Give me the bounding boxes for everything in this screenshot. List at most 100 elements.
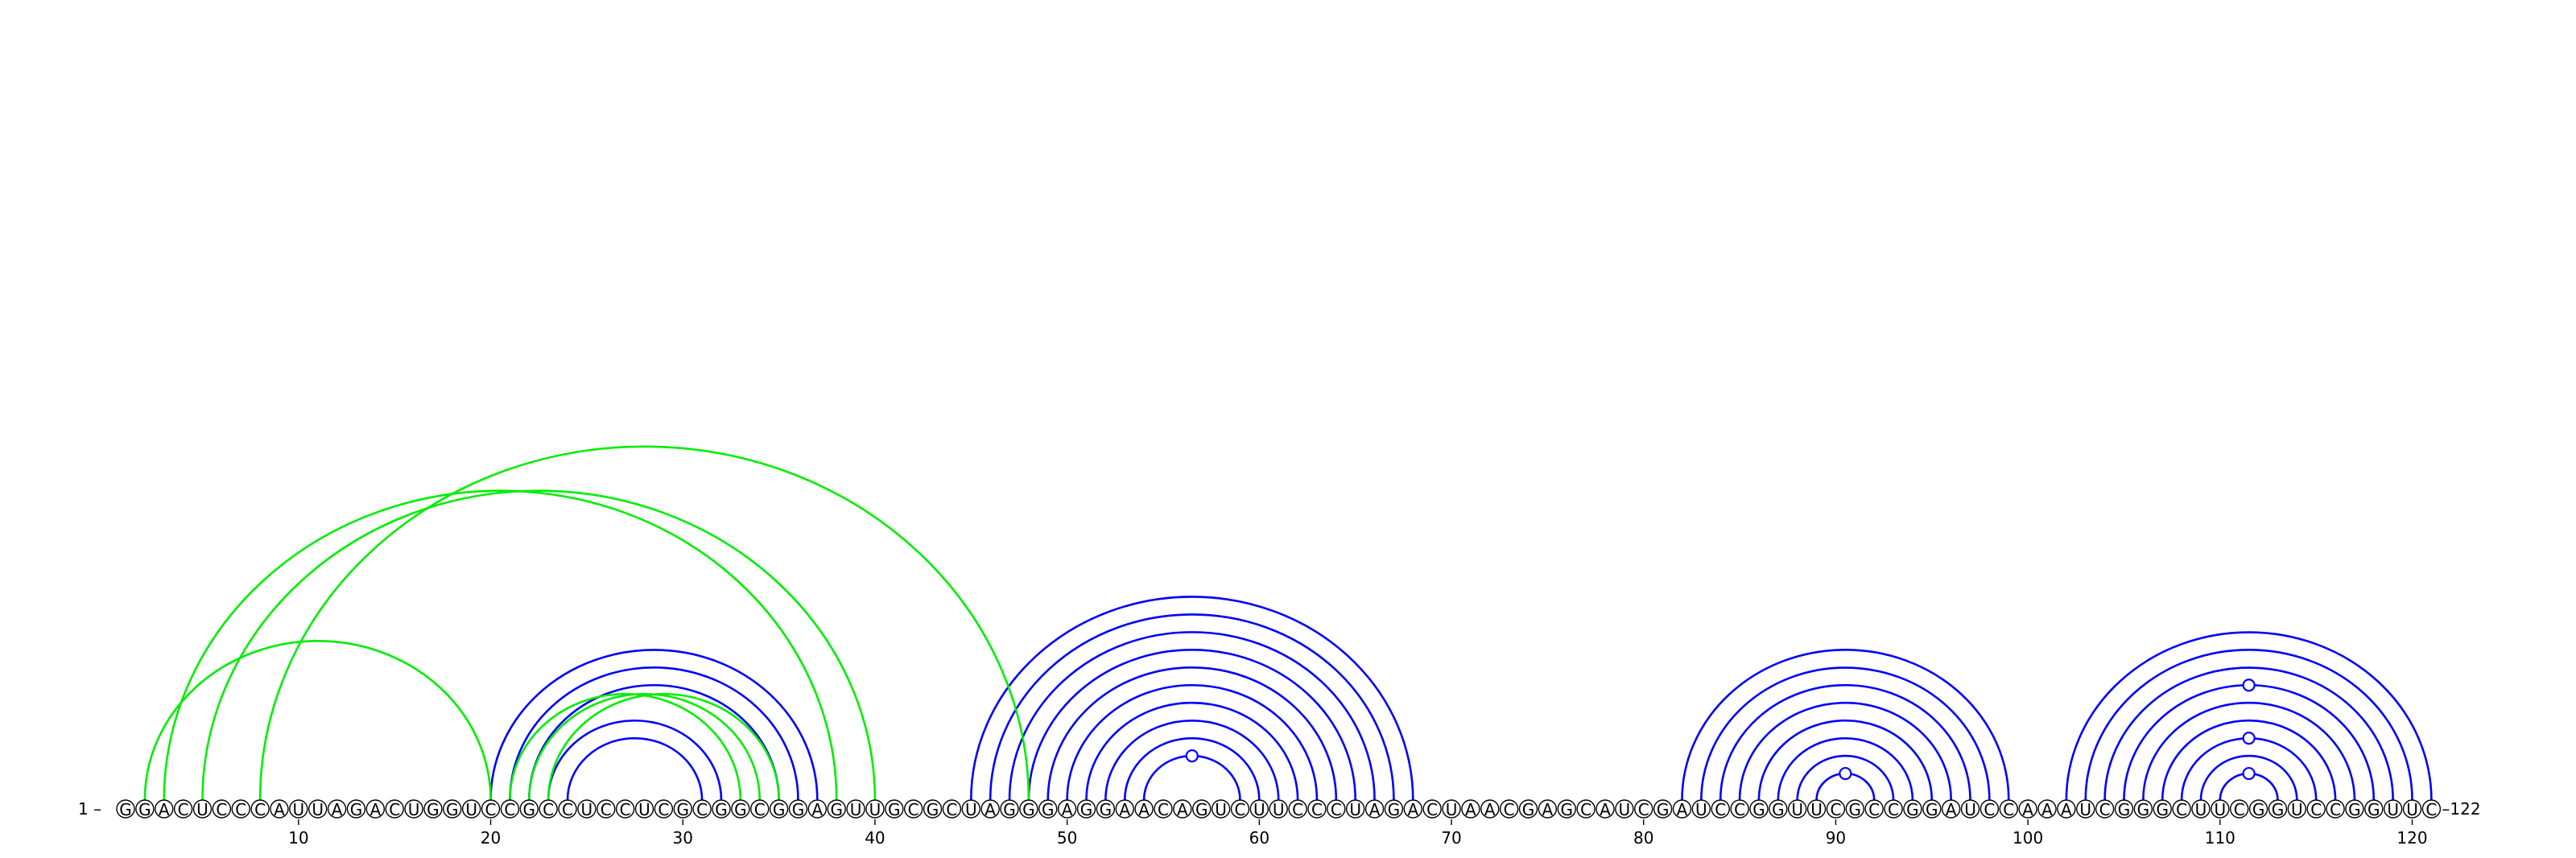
markers-layer: [1185, 679, 2256, 781]
svg-text:U: U: [850, 800, 862, 819]
svg-text:A: A: [1138, 800, 1150, 819]
svg-text:G: G: [2252, 800, 2265, 819]
nucleotide-104: C: [2095, 799, 2115, 819]
nucleotide-78: A: [1596, 799, 1615, 819]
nucleotide-41: G: [885, 799, 904, 819]
svg-text:U: U: [465, 800, 477, 819]
pair-arc-45-68: [969, 596, 1414, 801]
svg-text:G: G: [1195, 800, 1208, 819]
svg-text:G: G: [1522, 800, 1535, 819]
svg-text:G: G: [1100, 800, 1113, 819]
nucleotide-80: C: [1634, 799, 1653, 819]
arc-marker-1: [1839, 766, 1852, 781]
svg-text:C: C: [1888, 800, 1899, 819]
start-label: 1 –: [78, 799, 101, 819]
nucleotide-77: C: [1576, 799, 1596, 819]
svg-text:U: U: [196, 800, 208, 819]
nucleotide-66: A: [1364, 799, 1385, 819]
svg-text:A: A: [1407, 800, 1418, 819]
svg-text:G: G: [1906, 800, 1919, 819]
alt-pair-arc-3-38: [163, 489, 838, 801]
nucleotide-33: G: [731, 799, 750, 819]
pair-arc-47-66: [1008, 631, 1376, 801]
svg-text:U: U: [312, 800, 324, 819]
nucleotide-51: G: [1076, 799, 1096, 819]
nucleotide-56: A: [1173, 799, 1192, 819]
nucleotide-70: U: [1442, 799, 1461, 819]
nucleotide-44: C: [942, 799, 962, 819]
nucleotide-6: C: [212, 799, 232, 819]
svg-text:A: A: [1119, 800, 1130, 819]
nucleotide-65: U: [1345, 799, 1365, 819]
pair-arc-23-32: [547, 719, 723, 801]
alt-pair-arc-5-40: [201, 489, 877, 801]
nucleotide-79: U: [1615, 799, 1634, 819]
svg-text:U: U: [1695, 800, 1707, 819]
nucleotide-117: G: [2345, 799, 2364, 819]
pair-arc-53-60: [1123, 736, 1261, 801]
nucleotide-59: C: [1230, 799, 1250, 819]
nucleotide-23: C: [539, 799, 558, 819]
nucleotide-30: G: [673, 799, 692, 819]
svg-text:G: G: [1003, 800, 1016, 819]
svg-text:C: C: [2330, 800, 2341, 819]
nucleotide-81: G: [1653, 799, 1673, 819]
nucleotide-96: A: [1941, 799, 1961, 819]
arc-marker-4: [2242, 679, 2256, 692]
svg-text:C: C: [1868, 800, 1880, 819]
svg-text:A: A: [159, 800, 170, 819]
nucleotide-119: U: [2383, 799, 2403, 819]
svg-text:G: G: [2272, 800, 2285, 819]
svg-text:C: C: [908, 800, 919, 819]
svg-text:G: G: [2348, 800, 2361, 819]
nucleotide-45: U: [961, 799, 980, 819]
pair-arc-46-67: [989, 613, 1395, 801]
tick-label-20: 20: [481, 828, 501, 848]
pair-arc-102-121: [2065, 631, 2433, 801]
svg-text:A: A: [1677, 800, 1688, 819]
svg-text:G: G: [1388, 800, 1401, 819]
nucleotide-99: C: [1999, 799, 2018, 819]
tick-label-120: 120: [2396, 828, 2427, 848]
svg-text:G: G: [1849, 800, 1862, 819]
svg-text:C: C: [2310, 800, 2322, 819]
nucleotide-74: G: [1518, 799, 1538, 819]
nucleotide-90: C: [1826, 799, 1846, 819]
svg-text:G: G: [2137, 800, 2150, 819]
tick-label-80: 80: [1633, 828, 1653, 848]
pair-arc-52-61: [1104, 719, 1280, 801]
svg-text:U: U: [638, 800, 650, 819]
nucleotide-10: U: [289, 799, 308, 819]
pair-arc-83-98: [1700, 666, 1991, 801]
nucleotide-101: A: [2037, 799, 2057, 819]
pair-arc-49-64: [1046, 666, 1338, 801]
svg-text:A: A: [811, 800, 823, 819]
svg-text:G: G: [1926, 800, 1938, 819]
nucleotide-16: U: [404, 799, 423, 819]
nucleotide-111: C: [2229, 799, 2249, 819]
svg-text:A: A: [985, 800, 996, 819]
nucleotide-108: C: [2172, 799, 2191, 819]
nucleotide-114: U: [2287, 799, 2307, 819]
arcs-layer: [143, 445, 2433, 801]
nucleotide-57: G: [1192, 799, 1212, 819]
svg-text:G: G: [1772, 800, 1785, 819]
nucleotide-83: U: [1691, 799, 1711, 819]
tick-label-50: 50: [1057, 828, 1077, 848]
alt-pair-arc-22-34: [527, 692, 762, 801]
svg-text:G: G: [792, 800, 805, 819]
svg-text:G: G: [2118, 800, 2131, 819]
svg-text:C: C: [1580, 800, 1591, 819]
svg-text:U: U: [2079, 800, 2091, 819]
tick-label-90: 90: [1826, 828, 1846, 848]
nucleotide-106: G: [2133, 799, 2153, 819]
svg-text:C: C: [216, 800, 227, 819]
svg-text:C: C: [1715, 800, 1726, 819]
svg-text:C: C: [562, 800, 573, 819]
nucleotide-36: G: [788, 799, 808, 819]
nucleotide-109: U: [2191, 799, 2211, 819]
svg-text:C: C: [2425, 800, 2437, 819]
svg-text:U: U: [2195, 800, 2207, 819]
svg-text:C: C: [1504, 800, 1515, 819]
